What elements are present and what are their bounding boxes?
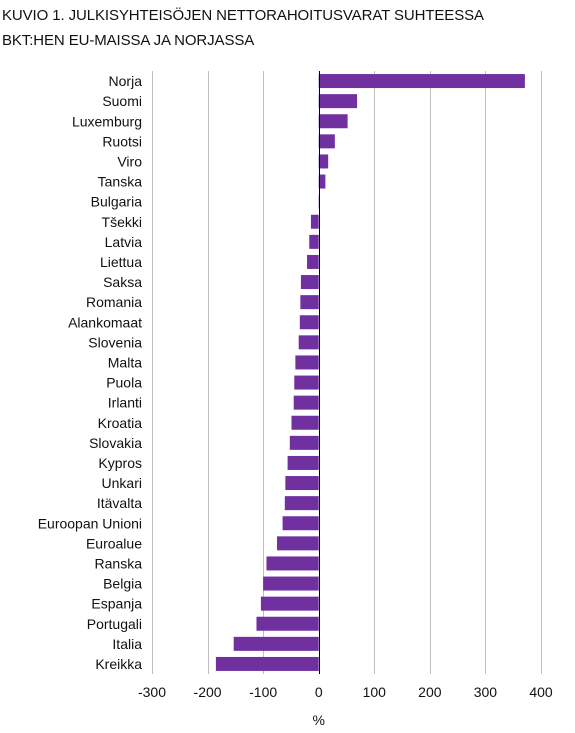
bar	[298, 335, 319, 350]
category-label: Portugali	[87, 616, 142, 632]
category-label: Bulgaria	[91, 194, 143, 210]
category-label: Latvia	[105, 234, 143, 250]
category-label: Ranska	[95, 555, 143, 571]
bar	[318, 154, 329, 169]
x-tick-label: -100	[249, 684, 277, 700]
category-label: Slovakia	[89, 435, 142, 451]
chart-title: KUVIO 1. JULKISYHTEISÖJEN NETTORAHOITUSV…	[2, 3, 572, 53]
category-label: Italia	[112, 636, 142, 652]
bar	[295, 355, 319, 370]
category-label: Tanska	[98, 174, 143, 190]
category-label: Suomi	[102, 93, 142, 109]
category-label: Viro	[117, 153, 142, 169]
bar	[318, 174, 326, 189]
category-label: Tšekki	[102, 214, 142, 230]
category-label: Puola	[106, 375, 142, 391]
bar	[285, 476, 319, 491]
bar	[300, 275, 319, 290]
x-tick-label: -200	[194, 684, 222, 700]
bar	[318, 74, 525, 89]
category-label: Romania	[86, 294, 142, 310]
category-label: Kroatia	[98, 415, 143, 431]
bar	[318, 94, 358, 109]
category-label: Espanja	[91, 596, 142, 612]
category-label: Luxemburg	[72, 113, 142, 129]
bar	[307, 254, 319, 269]
category-label: Irlanti	[108, 395, 142, 411]
category-label: Slovenia	[88, 334, 142, 350]
category-label: Malta	[108, 354, 142, 370]
bar	[256, 616, 319, 631]
category-label: Alankomaat	[68, 314, 142, 330]
bar	[287, 455, 319, 470]
bar	[289, 435, 319, 450]
category-label: Kypros	[98, 455, 142, 471]
x-tick-label: 200	[418, 684, 442, 700]
category-label: Unkari	[102, 475, 142, 491]
category-label: Ruotsi	[102, 133, 142, 149]
category-label: Saksa	[103, 274, 142, 290]
bar	[282, 516, 319, 531]
x-tick-label: 400	[529, 684, 553, 700]
category-label: Liettua	[100, 254, 142, 270]
bar	[277, 536, 319, 551]
category-label: Itävalta	[97, 495, 142, 511]
bar	[260, 596, 319, 611]
x-tick-label: 0	[315, 684, 323, 700]
bar	[266, 556, 319, 571]
chart-title-line-1: KUVIO 1. JULKISYHTEISÖJEN NETTORAHOITUSV…	[2, 7, 484, 24]
bar	[284, 496, 319, 511]
bar	[309, 234, 319, 249]
x-tick-label: 100	[363, 684, 387, 700]
bar	[293, 395, 319, 410]
category-label: Norja	[109, 73, 143, 89]
bar	[233, 636, 319, 651]
bar	[299, 315, 319, 330]
bar	[310, 214, 319, 229]
category-label: Kreikka	[95, 656, 142, 672]
category-label: Euroopan Unioni	[38, 515, 142, 531]
bar	[318, 134, 335, 149]
bar	[291, 415, 319, 430]
x-axis-label: %	[312, 712, 324, 728]
chart-title-line-2: BKT:HEN EU-MAISSA JA NORJASSA	[2, 32, 255, 49]
bar	[294, 375, 319, 390]
category-label: Belgia	[103, 576, 142, 592]
bar	[263, 576, 319, 591]
bar	[300, 295, 319, 310]
category-label: Euroalue	[86, 535, 142, 551]
bar	[318, 114, 348, 129]
x-tick-label: -300	[138, 684, 166, 700]
bar	[215, 656, 319, 671]
x-tick-label: 300	[474, 684, 498, 700]
